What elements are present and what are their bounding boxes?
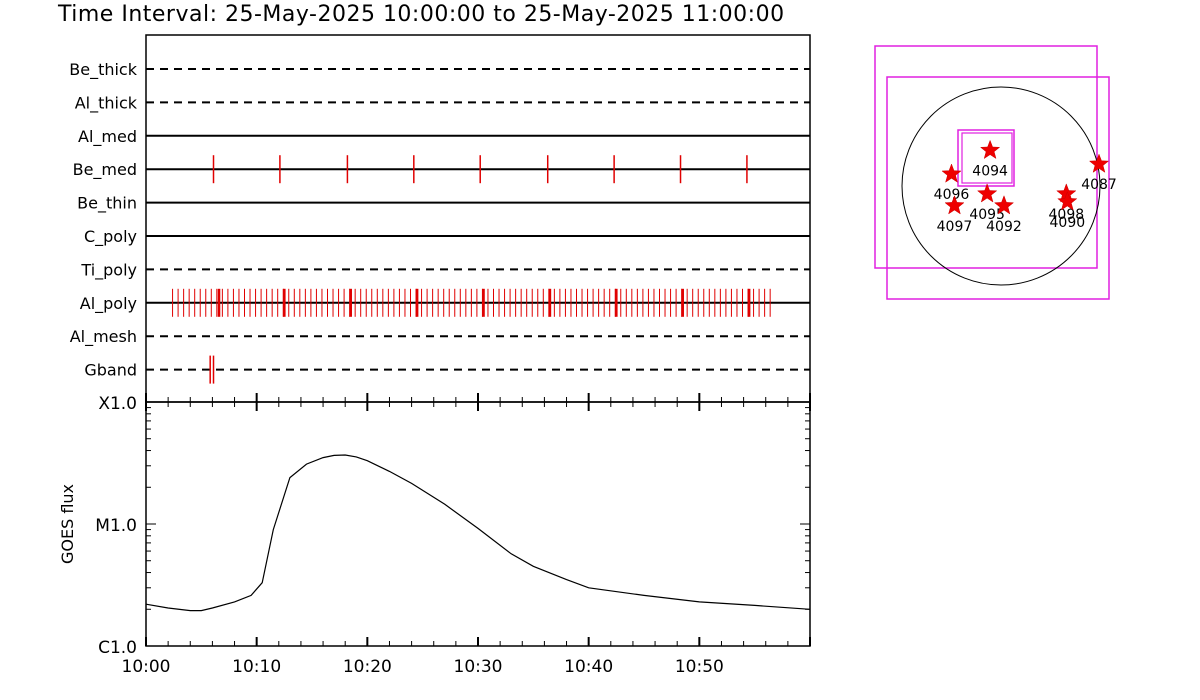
filter-label: C_poly xyxy=(84,227,137,247)
active-region-label: 4094 xyxy=(972,163,1008,179)
fov-box xyxy=(874,45,1098,269)
filter-label: Al_thick xyxy=(75,93,138,113)
active-region-label: 4087 xyxy=(1081,177,1117,193)
y-tick-label: M1.0 xyxy=(95,516,137,536)
active-region-star xyxy=(941,163,962,183)
y-tick-label: C1.0 xyxy=(98,638,137,658)
timeline-frame xyxy=(145,34,811,403)
filter-label: Be_med xyxy=(73,160,137,180)
x-tick-label: 10:00 xyxy=(122,657,171,677)
plot-title: Time Interval: 25-May-2025 10:00:00 to 2… xyxy=(58,2,785,27)
fov-box-small xyxy=(957,129,1015,187)
y-axis-label: GOES flux xyxy=(58,484,77,564)
active-region-label: 4095 xyxy=(969,207,1005,223)
filter-label: Al_mesh xyxy=(70,327,137,347)
x-tick-label: 10:20 xyxy=(343,657,392,677)
active-region-label: 4098 xyxy=(1049,207,1085,223)
filter-label: Al_med xyxy=(78,127,137,147)
filter-label: Ti_poly xyxy=(80,260,137,280)
active-region-star xyxy=(993,195,1015,215)
active-region-star xyxy=(979,139,1001,160)
x-tick-label: 10:50 xyxy=(675,657,724,677)
filter-label: Be_thin xyxy=(77,194,137,214)
active-region-label: 4097 xyxy=(937,219,973,235)
active-region-star xyxy=(1088,153,1110,173)
filter-timeline-panel: Be_thick Al_thick Al_med Be_med Be_thin C_pol… xyxy=(69,34,811,403)
solar-limb xyxy=(901,86,1101,286)
filter-label: Al_poly xyxy=(80,294,137,314)
active-region-star xyxy=(944,195,965,215)
goes-frame xyxy=(145,401,811,647)
active-region-star xyxy=(1057,191,1078,211)
goes-flux-panel: C1.0 M1.0 X1.0 GOES flux 10:00 10:10 10:20 10:3… xyxy=(58,394,811,677)
x-tick-label: 10:40 xyxy=(564,657,613,677)
y-tick-label: X1.0 xyxy=(98,394,137,414)
fov-box xyxy=(886,76,1110,300)
active-region-label: 4092 xyxy=(986,219,1022,235)
goes-flux-line xyxy=(145,454,811,612)
active-region-label: 4096 xyxy=(934,187,970,203)
fov-box-small xyxy=(961,132,1013,184)
filter-label: Gband xyxy=(84,361,137,380)
x-tick-label: 10:30 xyxy=(454,657,503,677)
active-region-star xyxy=(976,183,998,203)
active-region-label: 4090 xyxy=(1050,215,1086,231)
x-tick-label: 10:10 xyxy=(232,657,281,677)
filter-label: Be_thick xyxy=(69,60,137,80)
